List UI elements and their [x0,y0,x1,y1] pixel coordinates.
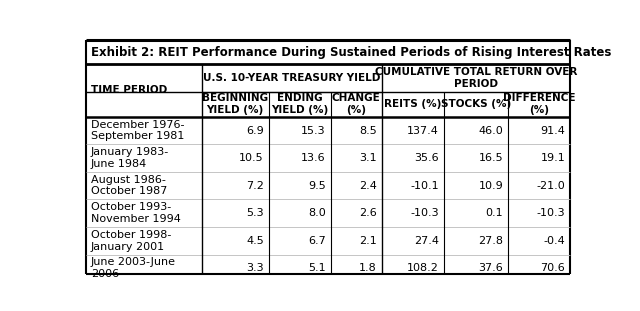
Bar [86,172,570,199]
Text: 15.3: 15.3 [301,126,326,136]
Text: 9.5: 9.5 [308,181,326,191]
Text: 37.6: 37.6 [479,263,503,273]
Text: -10.3: -10.3 [536,208,565,218]
Text: 0.1: 0.1 [486,208,503,218]
Text: CUMULATIVE TOTAL RETURN OVER
PERIOD: CUMULATIVE TOTAL RETURN OVER PERIOD [375,67,577,89]
Text: 91.4: 91.4 [540,126,565,136]
Bar [86,144,570,172]
Text: 13.6: 13.6 [301,153,326,163]
Text: REITS (%): REITS (%) [384,99,442,109]
Text: -10.1: -10.1 [410,181,438,191]
Text: 10.5: 10.5 [239,153,264,163]
Bar [86,40,570,64]
Text: 8.5: 8.5 [359,126,377,136]
Text: December 1976-
September 1981: December 1976- September 1981 [91,120,184,142]
Text: 19.1: 19.1 [540,153,565,163]
Text: 35.6: 35.6 [414,153,438,163]
Text: CHANGE
(%): CHANGE (%) [332,93,381,115]
Text: 10.9: 10.9 [479,181,503,191]
Text: 27.8: 27.8 [478,236,503,246]
Text: 5.1: 5.1 [308,263,326,273]
Text: 1.8: 1.8 [359,263,377,273]
Text: October 1998-
January 2001: October 1998- January 2001 [91,230,172,252]
Text: 3.3: 3.3 [246,263,264,273]
Text: 8.0: 8.0 [308,208,326,218]
Text: 7.2: 7.2 [246,181,264,191]
Text: 137.4: 137.4 [407,126,438,136]
Text: DIFFERENCE
(%): DIFFERENCE (%) [503,93,575,115]
Bar [86,117,570,144]
Text: 70.6: 70.6 [540,263,565,273]
Text: 5.3: 5.3 [246,208,264,218]
Text: 6.9: 6.9 [246,126,264,136]
Bar [86,254,570,282]
Text: January 1983-
June 1984: January 1983- June 1984 [91,147,169,169]
Text: 4.5: 4.5 [246,236,264,246]
Text: -21.0: -21.0 [536,181,565,191]
Text: U.S. 10-YEAR TREASURY YIELD: U.S. 10-YEAR TREASURY YIELD [203,73,380,83]
Text: 2.6: 2.6 [359,208,377,218]
Text: 6.7: 6.7 [308,236,326,246]
Text: August 1986-
October 1987: August 1986- October 1987 [91,175,167,197]
Text: STOCKS (%): STOCKS (%) [441,99,511,109]
Text: 46.0: 46.0 [479,126,503,136]
Text: 2.4: 2.4 [359,181,377,191]
Text: -10.3: -10.3 [410,208,438,218]
Text: 16.5: 16.5 [479,153,503,163]
Text: June 2003-June
2006: June 2003-June 2006 [91,258,176,279]
Text: 3.1: 3.1 [359,153,377,163]
Text: October 1993-
November 1994: October 1993- November 1994 [91,202,180,224]
Text: TIME PERIOD: TIME PERIOD [91,86,167,95]
Bar [86,199,570,227]
Text: -0.4: -0.4 [543,236,565,246]
Text: ENDING
YIELD (%): ENDING YIELD (%) [271,93,328,115]
Bar [86,227,570,254]
Text: 27.4: 27.4 [413,236,438,246]
Text: Exhibit 2: REIT Performance During Sustained Periods of Rising Interest Rates: Exhibit 2: REIT Performance During Susta… [91,46,611,59]
Text: 108.2: 108.2 [407,263,438,273]
Text: BEGINNING
YIELD (%): BEGINNING YIELD (%) [202,93,268,115]
Bar [86,64,570,117]
Text: 2.1: 2.1 [359,236,377,246]
